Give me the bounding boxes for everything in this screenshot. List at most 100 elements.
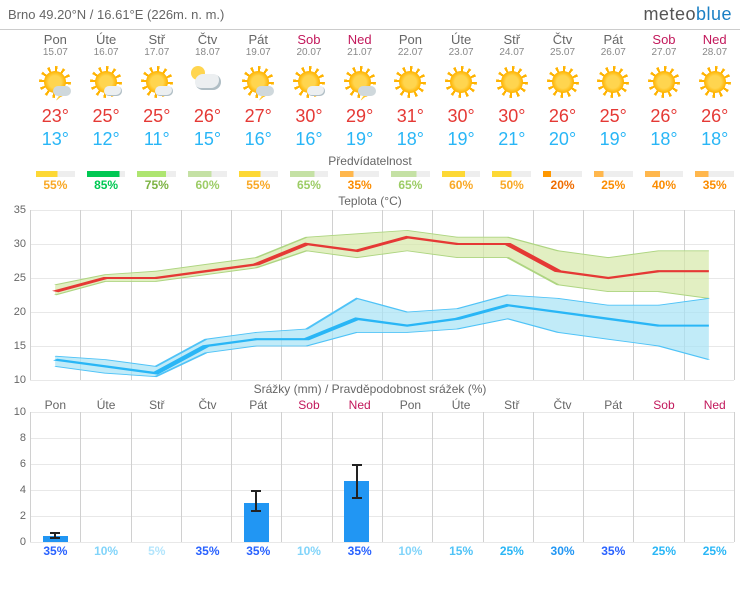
day-col: Čtv 18.07 26° 15° [182,32,233,152]
temp-high: 26° [639,106,690,127]
temp-low: 19° [588,129,639,150]
day-name: Stř [131,32,182,47]
temp-low: 19° [334,129,385,150]
precip-prob: 30% [537,544,588,558]
day-name: Pát [588,32,639,47]
pred-cell: 60% [436,170,487,192]
temp-high: 26° [537,106,588,127]
weather-icon [182,64,233,100]
weather-icon [131,64,182,100]
day-col: Stř 17.07 25° 11° [131,32,182,152]
day-name: Úte [81,32,132,47]
precip-day: Čtv [537,398,588,412]
temp-high: 26° [182,106,233,127]
temp-low: 16° [233,129,284,150]
day-col: Pát 26.07 25° 19° [588,32,639,152]
weather-icon [689,64,740,100]
pred-cell: 85% [81,170,132,192]
day-date: 26.07 [588,47,639,58]
precip-prob: 25% [639,544,690,558]
pred-cell: 55% [233,170,284,192]
precip-prob: 10% [385,544,436,558]
day-name: Stř [486,32,537,47]
precip-prob: 15% [436,544,487,558]
day-name: Ned [689,32,740,47]
pred-cell: 20% [537,170,588,192]
precip-day: Úte [81,398,132,412]
temp-low: 18° [385,129,436,150]
precip-prob: 5% [131,544,182,558]
day-date: 19.07 [233,47,284,58]
weather-icon [284,64,335,100]
logo: meteoblue [643,4,732,25]
temp-low: 15° [182,129,233,150]
temp-low: 18° [689,129,740,150]
weather-icon [537,64,588,100]
temp-high: 30° [436,106,487,127]
temp-high: 25° [81,106,132,127]
temp-high: 27° [233,106,284,127]
weather-icon [436,64,487,100]
day-date: 22.07 [385,47,436,58]
precip-day: Úte [436,398,487,412]
day-col: Úte 16.07 25° 12° [81,32,132,152]
day-col: Pát 19.07 ⚡ 27° 16° [233,32,284,152]
pred-cell: 55% [30,170,81,192]
day-date: 27.07 [639,47,690,58]
precip-prob: 10% [284,544,335,558]
section-precipitation: Srážky (mm) / Pravděpodobnost srážek (%) [0,382,740,396]
predictability-row: 55% 85% 75% 60% 55% 65% 35% 65% 60% 50% [0,170,740,192]
precip-day: Čtv [182,398,233,412]
temp-low: 16° [284,129,335,150]
temp-high: 26° [689,106,740,127]
day-name: Pon [30,32,81,47]
pred-cell: 65% [284,170,335,192]
temp-high: 23° [30,106,81,127]
day-col: Čtv 25.07 26° 20° [537,32,588,152]
pred-cell: 40% [639,170,690,192]
day-name: Čtv [537,32,588,47]
temp-low: 20° [537,129,588,150]
temp-high: 31° [385,106,436,127]
precip-day: Sob [639,398,690,412]
day-col: Pon 15.07 ⚡ 23° 13° [30,32,81,152]
weather-icon [385,64,436,100]
precip-prob: 35% [334,544,385,558]
day-col: Sob 20.07 30° 16° [284,32,335,152]
day-col: Úte 23.07 30° 19° [436,32,487,152]
weather-icon [639,64,690,100]
pred-cell: 65% [385,170,436,192]
day-name: Úte [436,32,487,47]
precipitation-chart: 0246810 [30,412,734,542]
day-col: Stř 24.07 30° 21° [486,32,537,152]
section-predictability: Předvídatelnost [0,154,740,168]
precip-prob: 25% [689,544,740,558]
day-date: 18.07 [182,47,233,58]
temp-high: 25° [131,106,182,127]
day-name: Pát [233,32,284,47]
temp-high: 30° [284,106,335,127]
day-name: Sob [639,32,690,47]
precip-day: Ned [334,398,385,412]
day-date: 25.07 [537,47,588,58]
day-col: Sob 27.07 26° 18° [639,32,690,152]
temp-low: 12° [81,129,132,150]
precip-day: Pon [30,398,81,412]
precip-day: Pát [588,398,639,412]
day-date: 23.07 [436,47,487,58]
day-date: 24.07 [486,47,537,58]
temp-low: 11° [131,129,182,150]
day-col: Ned 28.07 26° 18° [689,32,740,152]
precip-day-labels: PonÚteStřČtvPátSobNedPonÚteStřČtvPátSobN… [0,398,740,412]
temp-high: 30° [486,106,537,127]
precip-day: Pon [385,398,436,412]
weather-icon: ⚡ [233,64,284,100]
temp-low: 13° [30,129,81,150]
temp-low: 21° [486,129,537,150]
weather-icon [486,64,537,100]
precip-day: Stř [486,398,537,412]
temp-high: 29° [334,106,385,127]
day-date: 20.07 [284,47,335,58]
section-temperature: Teplota (°C) [0,194,740,208]
forecast-days: Pon 15.07 ⚡ 23° 13° Úte 16.07 25° 12° St… [0,30,740,152]
